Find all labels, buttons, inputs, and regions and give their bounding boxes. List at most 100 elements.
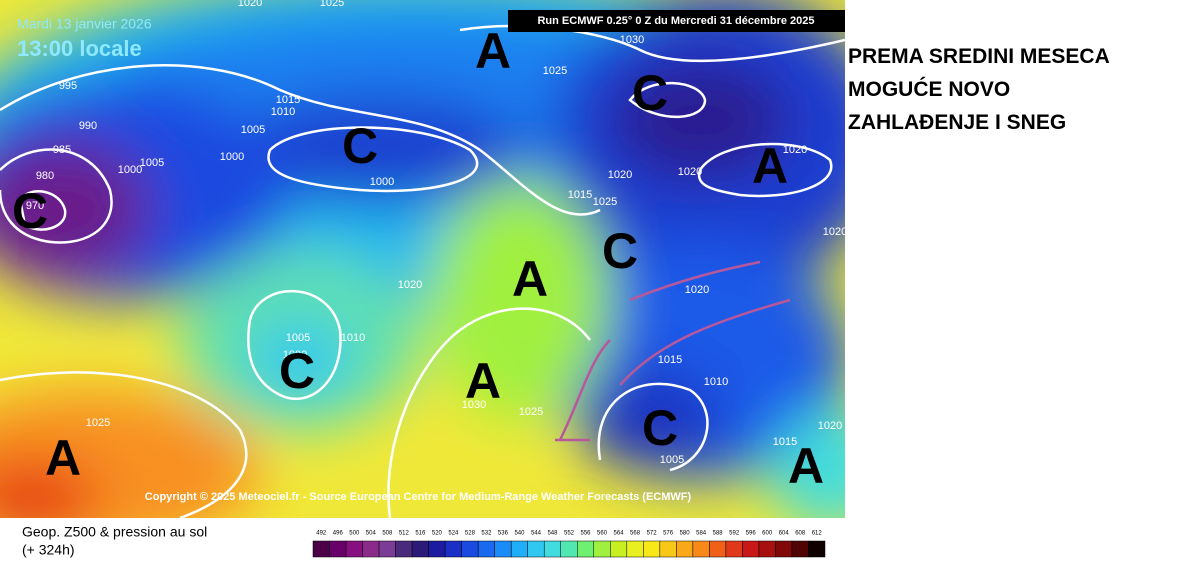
caption-title: Geop. Z500 & pression au sol: [22, 524, 207, 540]
scale-swatch: [494, 540, 512, 558]
isobar-label: 1030: [620, 34, 644, 46]
isobar-label: 1005: [286, 332, 310, 344]
isobar-lines: [0, 24, 845, 518]
isobar-label: 1020: [678, 166, 702, 178]
copyright: Copyright © 2025 Meteociel.fr - Source E…: [145, 491, 692, 503]
scale-swatch: [659, 540, 677, 558]
isobar-label: 1025: [593, 196, 617, 208]
scale-label: 556: [581, 531, 592, 537]
weather-map: 1020 102510301025101510101005995990985100…: [0, 0, 845, 518]
pressure-center: C: [279, 343, 315, 399]
scale-swatch: [593, 540, 611, 558]
isobar-label: 1025: [519, 406, 543, 418]
scale-swatch: [758, 540, 776, 558]
scale-swatch: [329, 540, 347, 558]
scale-label: 548: [547, 531, 558, 537]
pressure-center: A: [752, 138, 788, 194]
scale-label: 496: [333, 531, 344, 537]
isobar-label: 1025: [86, 417, 110, 429]
scale-label: 604: [779, 531, 790, 537]
isobar-label: 980: [36, 170, 54, 182]
scale-swatch: [543, 540, 561, 558]
scale-label: 500: [349, 531, 360, 537]
isobar-label: 1025: [543, 65, 567, 77]
isobar-label: 1020: [685, 284, 709, 296]
legend-panel: Geop. Z500 & pression au sol (+ 324h) 492 4…: [22, 524, 826, 558]
scale-label: 512: [399, 531, 410, 537]
note-line: PREMA SREDINI MESECA: [848, 45, 1110, 68]
note-line: MOGUĆE NOVO: [848, 78, 1011, 101]
isobar-label: 985: [53, 144, 71, 156]
pressure-center: A: [465, 353, 501, 409]
isobar-label: 1020: [823, 226, 845, 238]
pressure-center: A: [788, 438, 824, 494]
isobar-label: 1020: [608, 169, 632, 181]
pressure-center: A: [475, 23, 511, 79]
scale-label: 516: [415, 531, 426, 537]
height-field: [0, 0, 845, 518]
scale-swatch: [477, 540, 495, 558]
isobar-label: 1025: [320, 0, 344, 9]
isobar-label: 1010: [271, 106, 295, 118]
scale-swatch: [510, 540, 528, 558]
isobar-label: 1020: [238, 0, 262, 9]
isobar-label: 1000: [118, 164, 142, 176]
scale-label: 544: [531, 531, 542, 537]
isobar-label: 995: [59, 80, 77, 92]
scale-swatch: [808, 540, 826, 558]
pressure-center: C: [602, 223, 638, 279]
scale-swatch: [560, 540, 578, 558]
scale-swatch: [709, 540, 727, 558]
isobar-label: 1020: [818, 420, 842, 432]
scale-swatch: [626, 540, 644, 558]
isobar-label: 1005: [241, 124, 265, 136]
pressure-center: A: [512, 251, 548, 307]
scale-swatch: [577, 540, 595, 558]
arrows: [555, 260, 791, 442]
scale-label: 600: [762, 531, 773, 537]
scale-swatch: [692, 540, 710, 558]
isobar-label: 1000: [283, 349, 307, 361]
isobar-label: 1030: [462, 399, 486, 411]
isobar-label: 1010: [704, 376, 728, 388]
scale-label: 608: [795, 531, 806, 537]
isobar-label: 1020: [398, 279, 422, 291]
pressure-center: A: [45, 430, 81, 486]
scale-label: 552: [564, 531, 575, 537]
scale-label: 596: [746, 531, 757, 537]
scale-swatch: [643, 540, 661, 558]
forecast-time: 13:00 locale: [17, 36, 142, 61]
scale-swatch: [345, 540, 363, 558]
scale-label: 504: [366, 531, 377, 537]
isobar-label: 1005: [140, 157, 164, 169]
scale-swatch: [378, 540, 396, 558]
scale-label: 520: [432, 531, 443, 537]
scale-label: 532: [481, 531, 492, 537]
isobar-label: 1015: [773, 436, 797, 448]
isobar-label: 1020: [783, 144, 807, 156]
scale-swatch: [775, 540, 793, 558]
scale-swatch: [395, 540, 413, 558]
forecast-date: Mardi 13 janvier 2026: [17, 16, 152, 32]
scale-swatch: [411, 540, 429, 558]
scale-swatch: [312, 540, 330, 558]
run-box: [508, 10, 845, 32]
scale-label: 508: [382, 531, 393, 537]
scale-label: 568: [630, 531, 641, 537]
scale-label: 540: [514, 531, 525, 537]
scale-swatch: [527, 540, 545, 558]
scale-swatch: [791, 540, 809, 558]
pressure-center: C: [642, 400, 678, 456]
scale-label: 576: [663, 531, 674, 537]
scale-swatch: [676, 540, 694, 558]
scale-label: 592: [729, 531, 740, 537]
pressure-center: C: [632, 65, 668, 121]
scale-label: 560: [597, 531, 608, 537]
pressure-center: C: [12, 183, 48, 239]
scale-label: 536: [498, 531, 509, 537]
scale-label: 584: [696, 531, 707, 537]
isobar-label: 1015: [568, 189, 592, 201]
caption-lead: (+ 324h): [22, 542, 75, 558]
scale-label: 612: [812, 531, 823, 537]
